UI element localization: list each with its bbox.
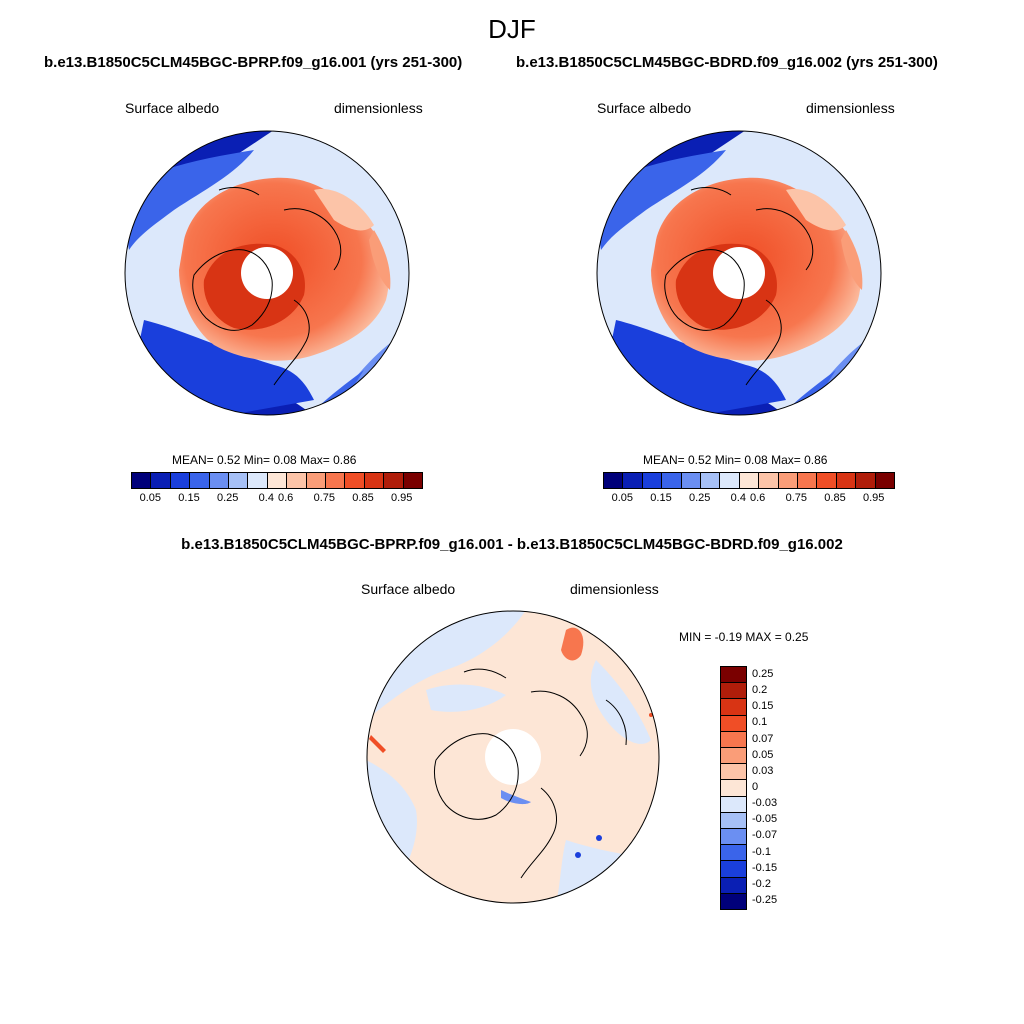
- diff-colorbar-box: [721, 731, 746, 749]
- diff-colorbar-box: [721, 893, 746, 910]
- panel1-colorbar-box: [326, 473, 346, 488]
- panel2-colorbar-box: [701, 473, 721, 488]
- panel1-colorbar-box: [306, 473, 327, 488]
- panel2-colorbar-tick: 0.15: [650, 492, 672, 504]
- diff-colorbar: [720, 666, 747, 910]
- panel1-colorbar-box: [287, 473, 307, 488]
- diff-colorbar-box: [721, 796, 746, 813]
- panel1-colorbar-box: [151, 473, 171, 488]
- panel1-colorbar-tick: 0.6: [278, 492, 294, 504]
- panel2-colorbar-ticks: 0.05 0.15 0.25 0.4 0.6 0.75 0.85 0.95: [603, 492, 893, 506]
- panel2-colorbar-box: [604, 473, 624, 488]
- panel2-colorbar-box: [836, 473, 857, 488]
- panel2-colorbar-box: [759, 473, 779, 488]
- panel1-colorbar-tick: 0.05: [139, 492, 162, 504]
- panel1-colorbar-tick: 0.4: [258, 492, 274, 504]
- diff-colorbar-label: 0.15: [752, 700, 774, 713]
- diff-units-label: dimensionless: [570, 581, 659, 597]
- diff-colorbar-label: -0.07: [752, 829, 778, 842]
- panel2-colorbar-tick: 0.05: [611, 492, 634, 504]
- panel1-colorbar-box: [209, 473, 230, 488]
- panel1-colorbar-box: [364, 473, 385, 488]
- diff-stats: MIN = -0.19 MAX = 0.25: [679, 630, 809, 644]
- diff-variable-label: Surface albedo: [361, 581, 456, 597]
- panel2-colorbar-box: [817, 473, 837, 488]
- diff-colorbar-box: [721, 829, 746, 846]
- panel1-colorbar-tick: 0.25: [216, 492, 239, 504]
- diff-colorbar-box: [721, 667, 746, 684]
- panel1-colorbar: [131, 472, 423, 489]
- panel2-colorbar-box: [739, 473, 760, 488]
- panel2-colorbar-box: [662, 473, 682, 488]
- diff-colorbar-box: [721, 683, 746, 700]
- diff-colorbar-label: 0.25: [752, 668, 774, 681]
- panel2-colorbar-box: [856, 473, 876, 488]
- panel1-colorbar-tick: 0.75: [313, 492, 336, 504]
- panel1-polar-map: [124, 130, 410, 416]
- diff-colorbar-label: -0.2: [752, 877, 771, 890]
- diff-colorbar-labels: 0.25 0.2 0.15 0.1 0.07 0.05 0.03 0 -0.03 -0.05 -0.…: [752, 666, 802, 908]
- panel1-colorbar-box: [229, 473, 249, 488]
- panel2-variable-label: Surface albedo: [597, 100, 692, 116]
- panel2-colorbar-box: [778, 473, 799, 488]
- diff-colorbar-label: -0.15: [752, 861, 778, 874]
- diff-colorbar-box: [721, 877, 746, 894]
- panel2-polar-map: [596, 130, 882, 416]
- diff-colorbar-label: 0.1: [752, 716, 768, 729]
- diff-colorbar-box: [721, 861, 746, 878]
- panel1-colorbar-tick: 0.15: [178, 492, 200, 504]
- panel2-colorbar-tick: 0.4: [730, 492, 746, 504]
- panel2-colorbar-box: [623, 473, 643, 488]
- panel2-colorbar-box: [720, 473, 740, 488]
- panel2-colorbar-tick: 0.85: [824, 492, 846, 504]
- diff-title: b.e13.B1850C5CLM45BGC-BPRP.f09_g16.001 -…: [181, 536, 843, 553]
- diff-colorbar-label: -0.1: [752, 845, 771, 858]
- panel1-colorbar-box: [132, 473, 152, 488]
- diff-colorbar-label: 0.03: [752, 764, 774, 777]
- panel1-colorbar-box: [190, 473, 210, 488]
- panel2-colorbar-box: [798, 473, 818, 488]
- panel2-colorbar-tick: 0.95: [862, 492, 885, 504]
- panel2-stats: MEAN= 0.52 Min= 0.08 Max= 0.86: [643, 453, 828, 467]
- panel1-colorbar-box: [170, 473, 191, 488]
- panel1-units-label: dimensionless: [334, 100, 423, 116]
- diff-colorbar-label: 0.07: [752, 732, 774, 745]
- panel2-colorbar-tick: 0.6: [750, 492, 766, 504]
- diff-colorbar-label: -0.03: [752, 797, 778, 810]
- panel1-colorbar-box: [384, 473, 404, 488]
- panel2-colorbar-box: [875, 473, 895, 488]
- diff-colorbar-box: [721, 812, 746, 830]
- panel2-colorbar-tick: 0.75: [785, 492, 808, 504]
- panel1-variable-label: Surface albedo: [125, 100, 220, 116]
- panel2-units-label: dimensionless: [806, 100, 895, 116]
- diff-colorbar-label: -0.25: [752, 893, 778, 906]
- diff-colorbar-box: [721, 748, 746, 765]
- panel2-colorbar-box: [642, 473, 663, 488]
- case1-title: b.e13.B1850C5CLM45BGC-BPRP.f09_g16.001 (…: [44, 54, 463, 71]
- season-title: DJF: [488, 14, 536, 44]
- panel1-stats: MEAN= 0.52 Min= 0.08 Max= 0.86: [172, 453, 357, 467]
- panel1-colorbar-box: [345, 473, 365, 488]
- diff-colorbar-label: 0.2: [752, 684, 768, 697]
- diff-colorbar-box: [721, 699, 746, 716]
- diff-colorbar-label: 0.05: [752, 748, 774, 761]
- diff-colorbar-box: [721, 764, 746, 781]
- panel1-colorbar-tick: 0.95: [390, 492, 413, 504]
- panel1-colorbar-box: [403, 473, 423, 488]
- diff-colorbar-box: [721, 845, 746, 862]
- panel2-colorbar-box: [681, 473, 702, 488]
- diff-colorbar-box: [721, 715, 746, 732]
- panel1-colorbar-ticks: 0.05 0.15 0.25 0.4 0.6 0.75 0.85 0.95: [131, 492, 421, 506]
- diff-colorbar-box: [721, 780, 746, 797]
- panel1-colorbar-tick: 0.85: [352, 492, 374, 504]
- diff-colorbar-label: 0: [752, 781, 759, 793]
- case2-title: b.e13.B1850C5CLM45BGC-BDRD.f09_g16.002 (…: [516, 54, 938, 71]
- diff-colorbar-label: -0.05: [752, 813, 778, 826]
- diff-polar-map: [366, 610, 660, 904]
- panel1-colorbar-box: [248, 473, 268, 488]
- panel2-colorbar: [603, 472, 895, 489]
- panel1-colorbar-box: [267, 473, 288, 488]
- panel2-colorbar-tick: 0.25: [688, 492, 711, 504]
